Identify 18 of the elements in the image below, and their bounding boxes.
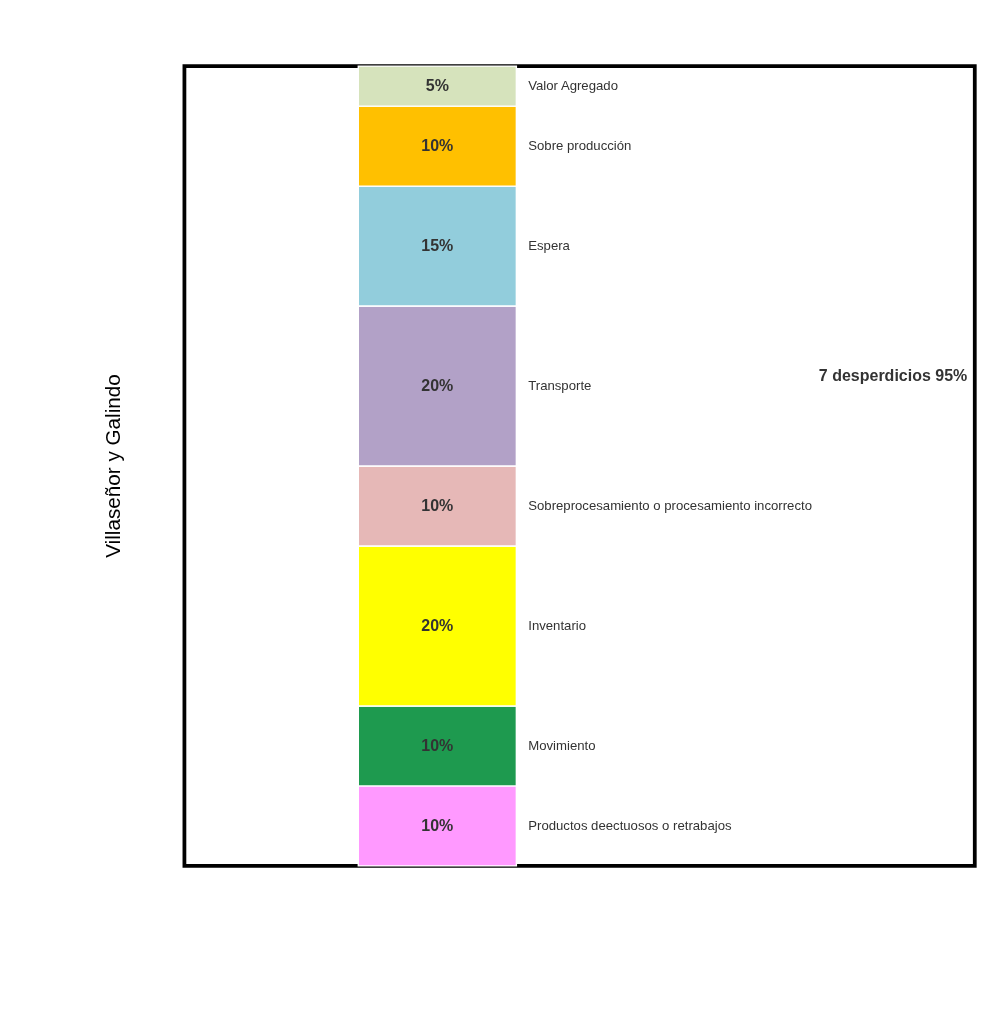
series-label: Espera xyxy=(528,237,571,253)
data-label: 10% xyxy=(421,736,454,754)
data-label: 10% xyxy=(421,136,454,154)
text: Villaseñor y Galindo xyxy=(101,374,125,558)
text: 7 desperdicios 95% xyxy=(818,367,968,385)
data-label: 10% xyxy=(421,816,454,834)
series-label: Inventario xyxy=(528,617,586,633)
series-label: Movimiento xyxy=(528,737,596,753)
series-label: Sobreprocesamiento o procesamiento incorrecto xyxy=(528,497,812,513)
data-label: 5% xyxy=(425,76,449,94)
series-label: Sobre producción xyxy=(528,137,632,153)
data-label: 20% xyxy=(421,616,454,634)
data-label: 15% xyxy=(421,236,454,254)
series-label: Transporte xyxy=(528,377,592,393)
data-label: 20% xyxy=(421,376,454,394)
data-label: 10% xyxy=(421,496,454,514)
series-label: Productos deectuosos o retrabajos xyxy=(528,817,732,833)
series-label: Valor Agregado xyxy=(528,77,618,93)
